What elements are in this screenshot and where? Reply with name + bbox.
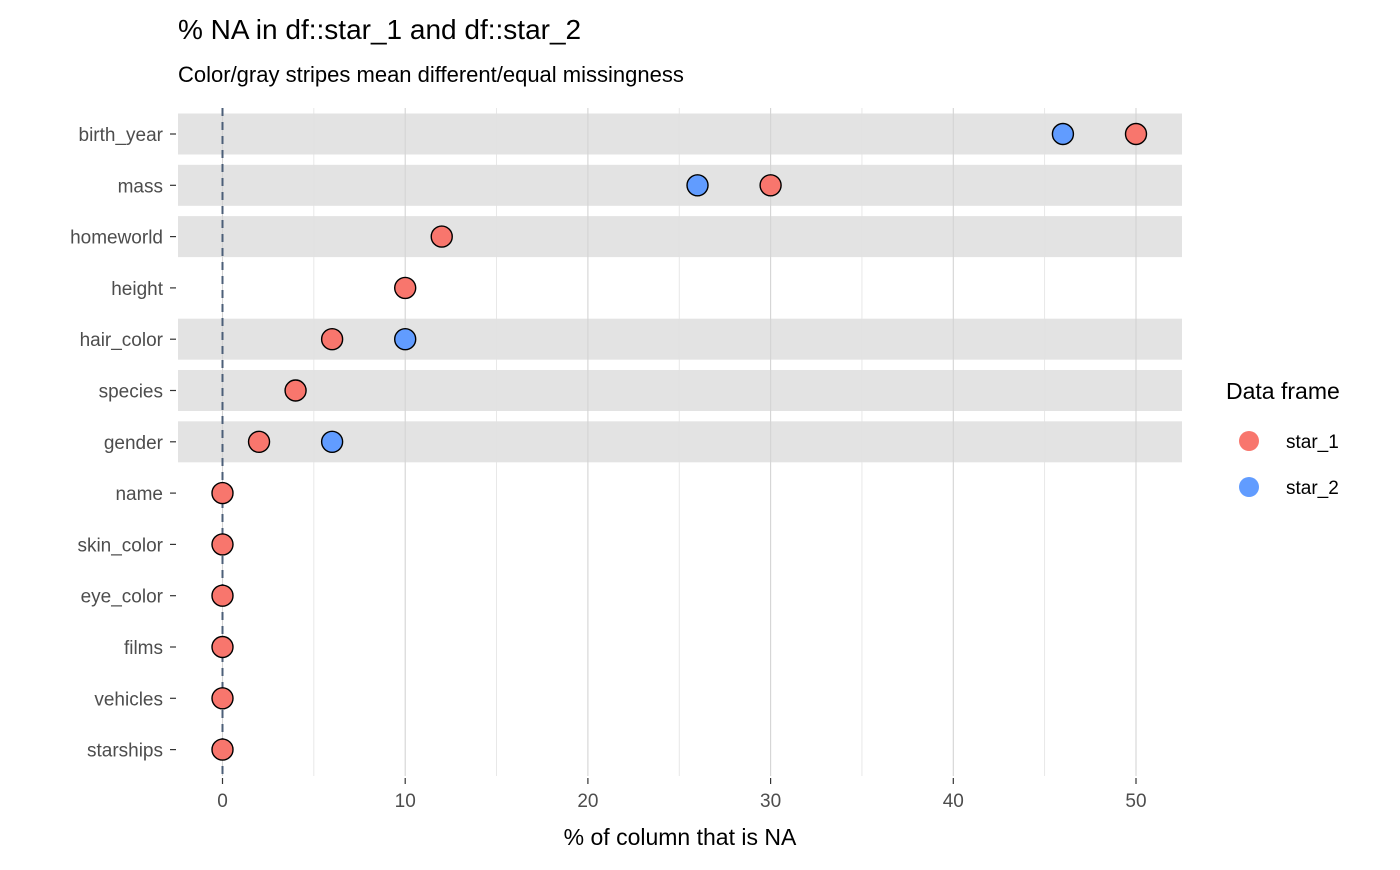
y-tick-label: mass	[118, 176, 163, 197]
point-star_1-eye_color	[211, 584, 234, 607]
chart-subtitle: Color/gray stripes mean different/equal …	[178, 62, 684, 87]
y-tick-label: skin_color	[77, 535, 163, 556]
y-tick-label: starships	[87, 741, 163, 762]
stripe-hair_color	[178, 318, 1182, 360]
y-tick-label: birth_year	[79, 125, 164, 146]
point-star_2-hair_color	[394, 328, 417, 351]
point-star_1-name	[211, 481, 234, 505]
x-tick-label: 40	[943, 791, 964, 812]
stripe-birth_year	[178, 113, 1182, 155]
point-star_1-skin_color	[211, 533, 234, 556]
legend-title: Data frame	[1226, 378, 1340, 404]
x-tick-label: 0	[217, 791, 228, 812]
y-tick-label: name	[115, 484, 163, 505]
point-star_2-gender	[320, 430, 344, 453]
y-tick-label: hair_color	[80, 330, 164, 351]
stripe-gender	[178, 421, 1182, 463]
point-star_1-films	[211, 635, 234, 659]
grid-layer	[221, 108, 1137, 776]
stripe-homeworld	[178, 216, 1182, 258]
point-star_1-height	[394, 276, 417, 300]
point-star_1-starships	[211, 738, 234, 761]
stripe-mass	[178, 164, 1182, 206]
point-star_1-mass	[759, 174, 782, 197]
y-tick-label: height	[111, 279, 163, 300]
point-star_2-birth_year	[1051, 122, 1075, 146]
chart-title: % NA in df::star_1 and df::star_2	[178, 14, 581, 45]
point-star_2-mass	[686, 174, 709, 197]
point-star_1-homeworld	[430, 225, 453, 248]
legend-label-star_1: star_1	[1286, 432, 1339, 453]
legend-key-star_2	[1239, 477, 1259, 497]
legend: Data frame star_1 star_2	[1226, 378, 1340, 499]
x-tick-label: 20	[577, 791, 598, 812]
point-star_1-hair_color	[320, 328, 344, 351]
point-star_1-species	[284, 379, 307, 402]
y-tick-label: eye_color	[81, 587, 164, 608]
x-tick-label: 10	[395, 791, 416, 812]
y-tick-label: gender	[104, 433, 164, 454]
y-tick-label: species	[99, 382, 163, 403]
point-star_1-gender	[247, 430, 271, 453]
y-tick-label: vehicles	[94, 689, 163, 710]
x-axis-label: % of column that is NA	[564, 824, 797, 850]
point-star_1-vehicles	[211, 687, 234, 710]
stripe-layer	[178, 113, 1182, 463]
x-tick-label: 30	[760, 791, 781, 812]
point-star_1-birth_year	[1124, 122, 1148, 146]
point-layer	[211, 122, 1148, 761]
legend-label-star_2: star_2	[1286, 478, 1339, 499]
stripe-species	[178, 370, 1182, 411]
legend-key-star_1	[1239, 431, 1259, 451]
y-tick-label: homeworld	[70, 228, 163, 249]
y-tick-label: films	[124, 638, 163, 659]
x-tick-label: 50	[1125, 791, 1146, 812]
x-axis: 0 10 20 30 40 50	[217, 778, 1147, 812]
